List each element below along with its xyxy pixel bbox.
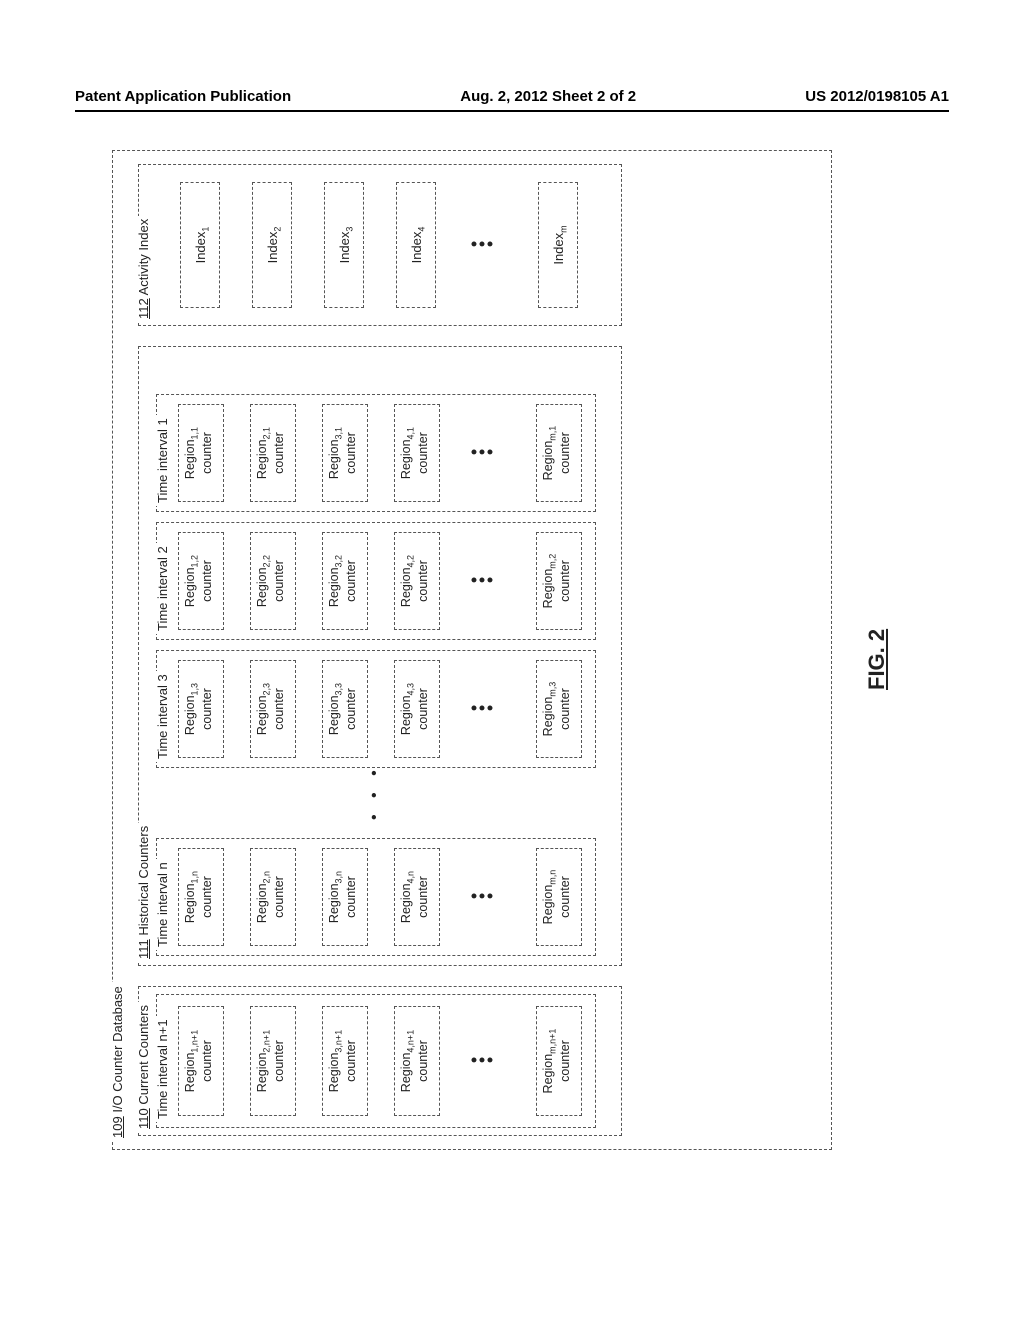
historical-region-cell: Regionm,3counter <box>536 660 582 758</box>
historical-region-cell: Region2,3counter <box>250 660 296 758</box>
historical-vdots: ••• <box>470 575 494 585</box>
historical-vdots: ••• <box>470 703 494 713</box>
current-region-cell: Regionm,n+1counter <box>536 1006 582 1116</box>
historical-region-cell: Region1,3counter <box>178 660 224 758</box>
historical-region-cell: Region1,ncounter <box>178 848 224 946</box>
historical-region-cell: Region1,2counter <box>178 532 224 630</box>
historical-region-cell: Region3,1counter <box>322 404 368 502</box>
figure-stage-wrap: 109 I/O Counter Database 110 Current Coun… <box>112 150 912 1150</box>
activity-index-cell: Index1 <box>180 182 220 308</box>
header-rule <box>75 110 949 112</box>
historical-region-cell: Region2,ncounter <box>250 848 296 946</box>
current-region-cell: Region4,n+1counter <box>394 1006 440 1116</box>
historical-vdots: ••• <box>470 891 494 901</box>
figure-caption: FIG. 2 <box>864 629 890 690</box>
page-header: Patent Application Publication Aug. 2, 2… <box>0 88 1024 105</box>
historical-region-cell: Region4,2counter <box>394 532 440 630</box>
historical-region-cell: Region2,1counter <box>250 404 296 502</box>
header-right: US 2012/0198105 A1 <box>805 88 949 105</box>
current-interval-label: Time interval n+1 <box>155 1016 170 1122</box>
page: Patent Application Publication Aug. 2, 2… <box>0 0 1024 1320</box>
historical-interval-label: Time interval 3 <box>155 671 170 762</box>
activity-index-cell: Index2 <box>252 182 292 308</box>
current-region-cell: Region1,n+1counter <box>178 1006 224 1116</box>
current-region-cell: Region2,n+1counter <box>250 1006 296 1116</box>
historical-region-cell: Region3,2counter <box>322 532 368 630</box>
historical-region-cell: Regionm,1counter <box>536 404 582 502</box>
historical-interval-label: Time interval 1 <box>155 415 170 506</box>
historical-hdots: • • • <box>366 764 384 820</box>
activity-index-cell: Index3 <box>324 182 364 308</box>
activity-vdots: ••• <box>470 239 494 249</box>
activity-index-cell: Indexm <box>538 182 578 308</box>
historical-region-cell: Regionm,2counter <box>536 532 582 630</box>
header-left: Patent Application Publication <box>75 88 291 105</box>
figure-stage: 109 I/O Counter Database 110 Current Coun… <box>112 150 912 1150</box>
io-counter-database-label: 109 I/O Counter Database <box>110 982 125 1142</box>
historical-region-cell: Region4,3counter <box>394 660 440 758</box>
historical-counters-label: 111 Historical Counters <box>136 823 151 962</box>
historical-region-cell: Region2,2counter <box>250 532 296 630</box>
current-region-cell: Region3,n+1counter <box>322 1006 368 1116</box>
current-vdots: ••• <box>470 1055 494 1065</box>
historical-interval-label: Time interval n <box>155 859 170 950</box>
historical-region-cell: Region1,1counter <box>178 404 224 502</box>
historical-region-cell: Regionm,ncounter <box>536 848 582 946</box>
header-center: Aug. 2, 2012 Sheet 2 of 2 <box>460 88 636 105</box>
historical-region-cell: Region4,ncounter <box>394 848 440 946</box>
historical-region-cell: Region3,ncounter <box>322 848 368 946</box>
historical-vdots: ••• <box>470 447 494 457</box>
activity-index-cell: Index4 <box>396 182 436 308</box>
activity-index-label: 112 Activity Index <box>136 216 151 322</box>
historical-region-cell: Region4,1counter <box>394 404 440 502</box>
current-counters-label: 110 Current Counters <box>136 1002 151 1132</box>
historical-region-cell: Region3,3counter <box>322 660 368 758</box>
historical-interval-label: Time interval 2 <box>155 543 170 634</box>
